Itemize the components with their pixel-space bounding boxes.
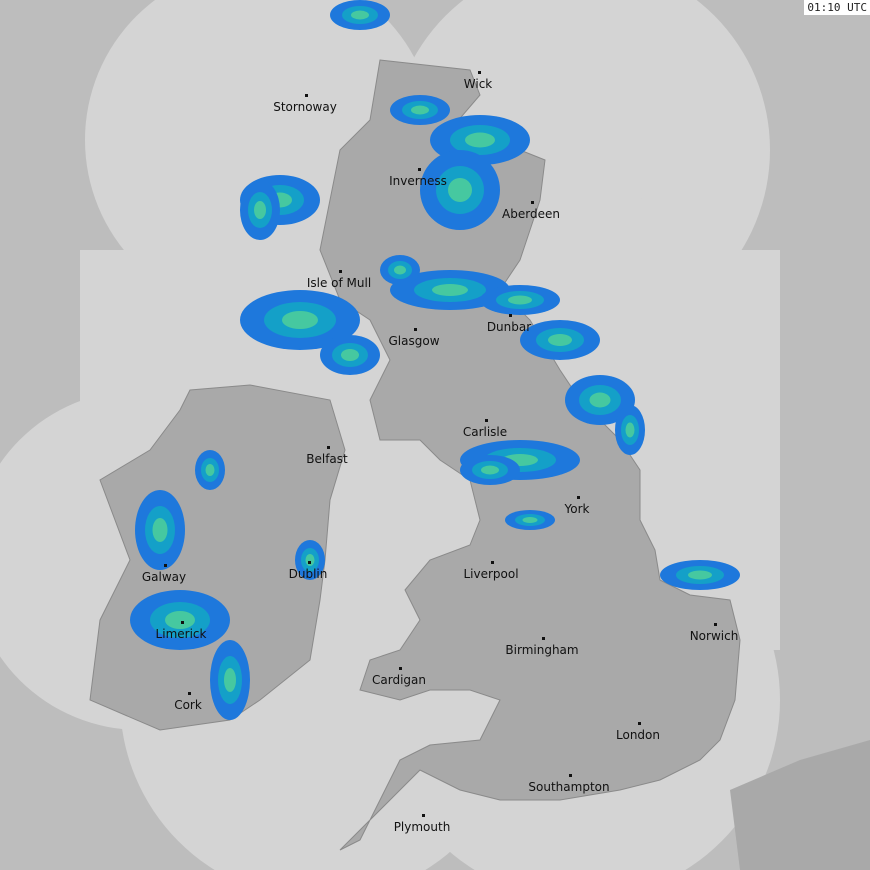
city-marker — [422, 814, 425, 817]
city-marker — [339, 270, 342, 273]
rain-cell — [508, 295, 532, 305]
city-label: London — [616, 728, 660, 742]
city-marker — [569, 774, 572, 777]
rain-cell — [351, 10, 369, 20]
city-marker — [399, 667, 402, 670]
timestamp: 01:10 UTC — [804, 0, 870, 15]
city-label: Birmingham — [505, 643, 579, 657]
rain-cell — [394, 265, 406, 275]
city-marker — [509, 314, 512, 317]
city-label: Stornoway — [273, 100, 337, 114]
city-marker — [478, 71, 481, 74]
city-marker — [164, 564, 167, 567]
rain-cell — [341, 349, 359, 361]
city-marker — [491, 561, 494, 564]
rain-cell — [282, 311, 318, 329]
city-label: Cork — [174, 698, 202, 712]
rain-cell — [448, 178, 472, 202]
city-label: Limerick — [155, 627, 207, 641]
city-marker — [305, 94, 308, 97]
city-label: Carlisle — [462, 425, 508, 439]
city-label: Cardigan — [372, 673, 426, 687]
city-label: York — [564, 502, 590, 516]
city-marker — [714, 623, 717, 626]
rain-cell — [589, 392, 611, 408]
city-marker — [485, 419, 488, 422]
city-label: Galway — [141, 570, 187, 584]
city-label: Southampton — [528, 780, 610, 794]
rain-cell — [465, 132, 495, 148]
city-label: Isle of Mull — [306, 276, 372, 290]
city-marker — [414, 328, 417, 331]
rain-cell — [522, 517, 538, 523]
rain-cell — [205, 464, 215, 476]
city-label: Aberdeen — [502, 207, 560, 221]
rain-cell — [548, 334, 572, 346]
city-label: Wick — [463, 77, 493, 91]
rain-cell — [305, 554, 315, 566]
rain-echoes — [130, 0, 740, 720]
rain-cell — [625, 422, 635, 438]
city-label: Belfast — [306, 452, 348, 466]
city-marker — [181, 621, 184, 624]
city-marker — [531, 201, 534, 204]
city-label: Plymouth — [393, 820, 451, 834]
city-marker — [418, 168, 421, 171]
rain-cell — [152, 518, 168, 542]
city-marker — [638, 722, 641, 725]
city-marker — [327, 446, 330, 449]
city-marker — [188, 692, 191, 695]
city-label: Liverpool — [463, 567, 519, 581]
city-label: Dublin — [288, 567, 328, 581]
city-label: Glasgow — [388, 334, 440, 348]
rain-cell — [432, 284, 468, 296]
continent-landmass — [730, 740, 870, 870]
city-marker — [308, 561, 311, 564]
rain-cell — [254, 201, 266, 219]
rain-cell — [165, 611, 195, 629]
rain-cell — [481, 465, 499, 475]
city-marker — [577, 496, 580, 499]
city-label: Norwich — [689, 629, 739, 643]
rain-cell — [688, 570, 712, 580]
rain-cell — [411, 105, 429, 115]
city-label: Inverness — [389, 174, 447, 188]
rain-cell — [224, 668, 236, 692]
city-label: Dunbar — [486, 320, 532, 334]
city-marker — [542, 637, 545, 640]
